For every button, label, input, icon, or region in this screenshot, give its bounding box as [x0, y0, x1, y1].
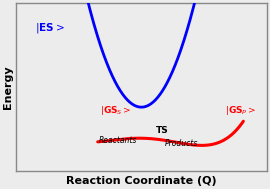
Text: $|$ES$>$: $|$ES$>$ — [35, 21, 65, 35]
Text: TS: TS — [156, 126, 169, 135]
Text: Products: Products — [164, 139, 198, 148]
Text: $|$GS$_S$$>$: $|$GS$_S$$>$ — [100, 104, 131, 117]
Y-axis label: Energy: Energy — [4, 66, 14, 109]
Text: Reactants: Reactants — [99, 136, 138, 145]
Text: $|$GS$_P$$>$: $|$GS$_P$$>$ — [225, 104, 256, 117]
X-axis label: Reaction Coordinate (Q): Reaction Coordinate (Q) — [66, 176, 217, 186]
